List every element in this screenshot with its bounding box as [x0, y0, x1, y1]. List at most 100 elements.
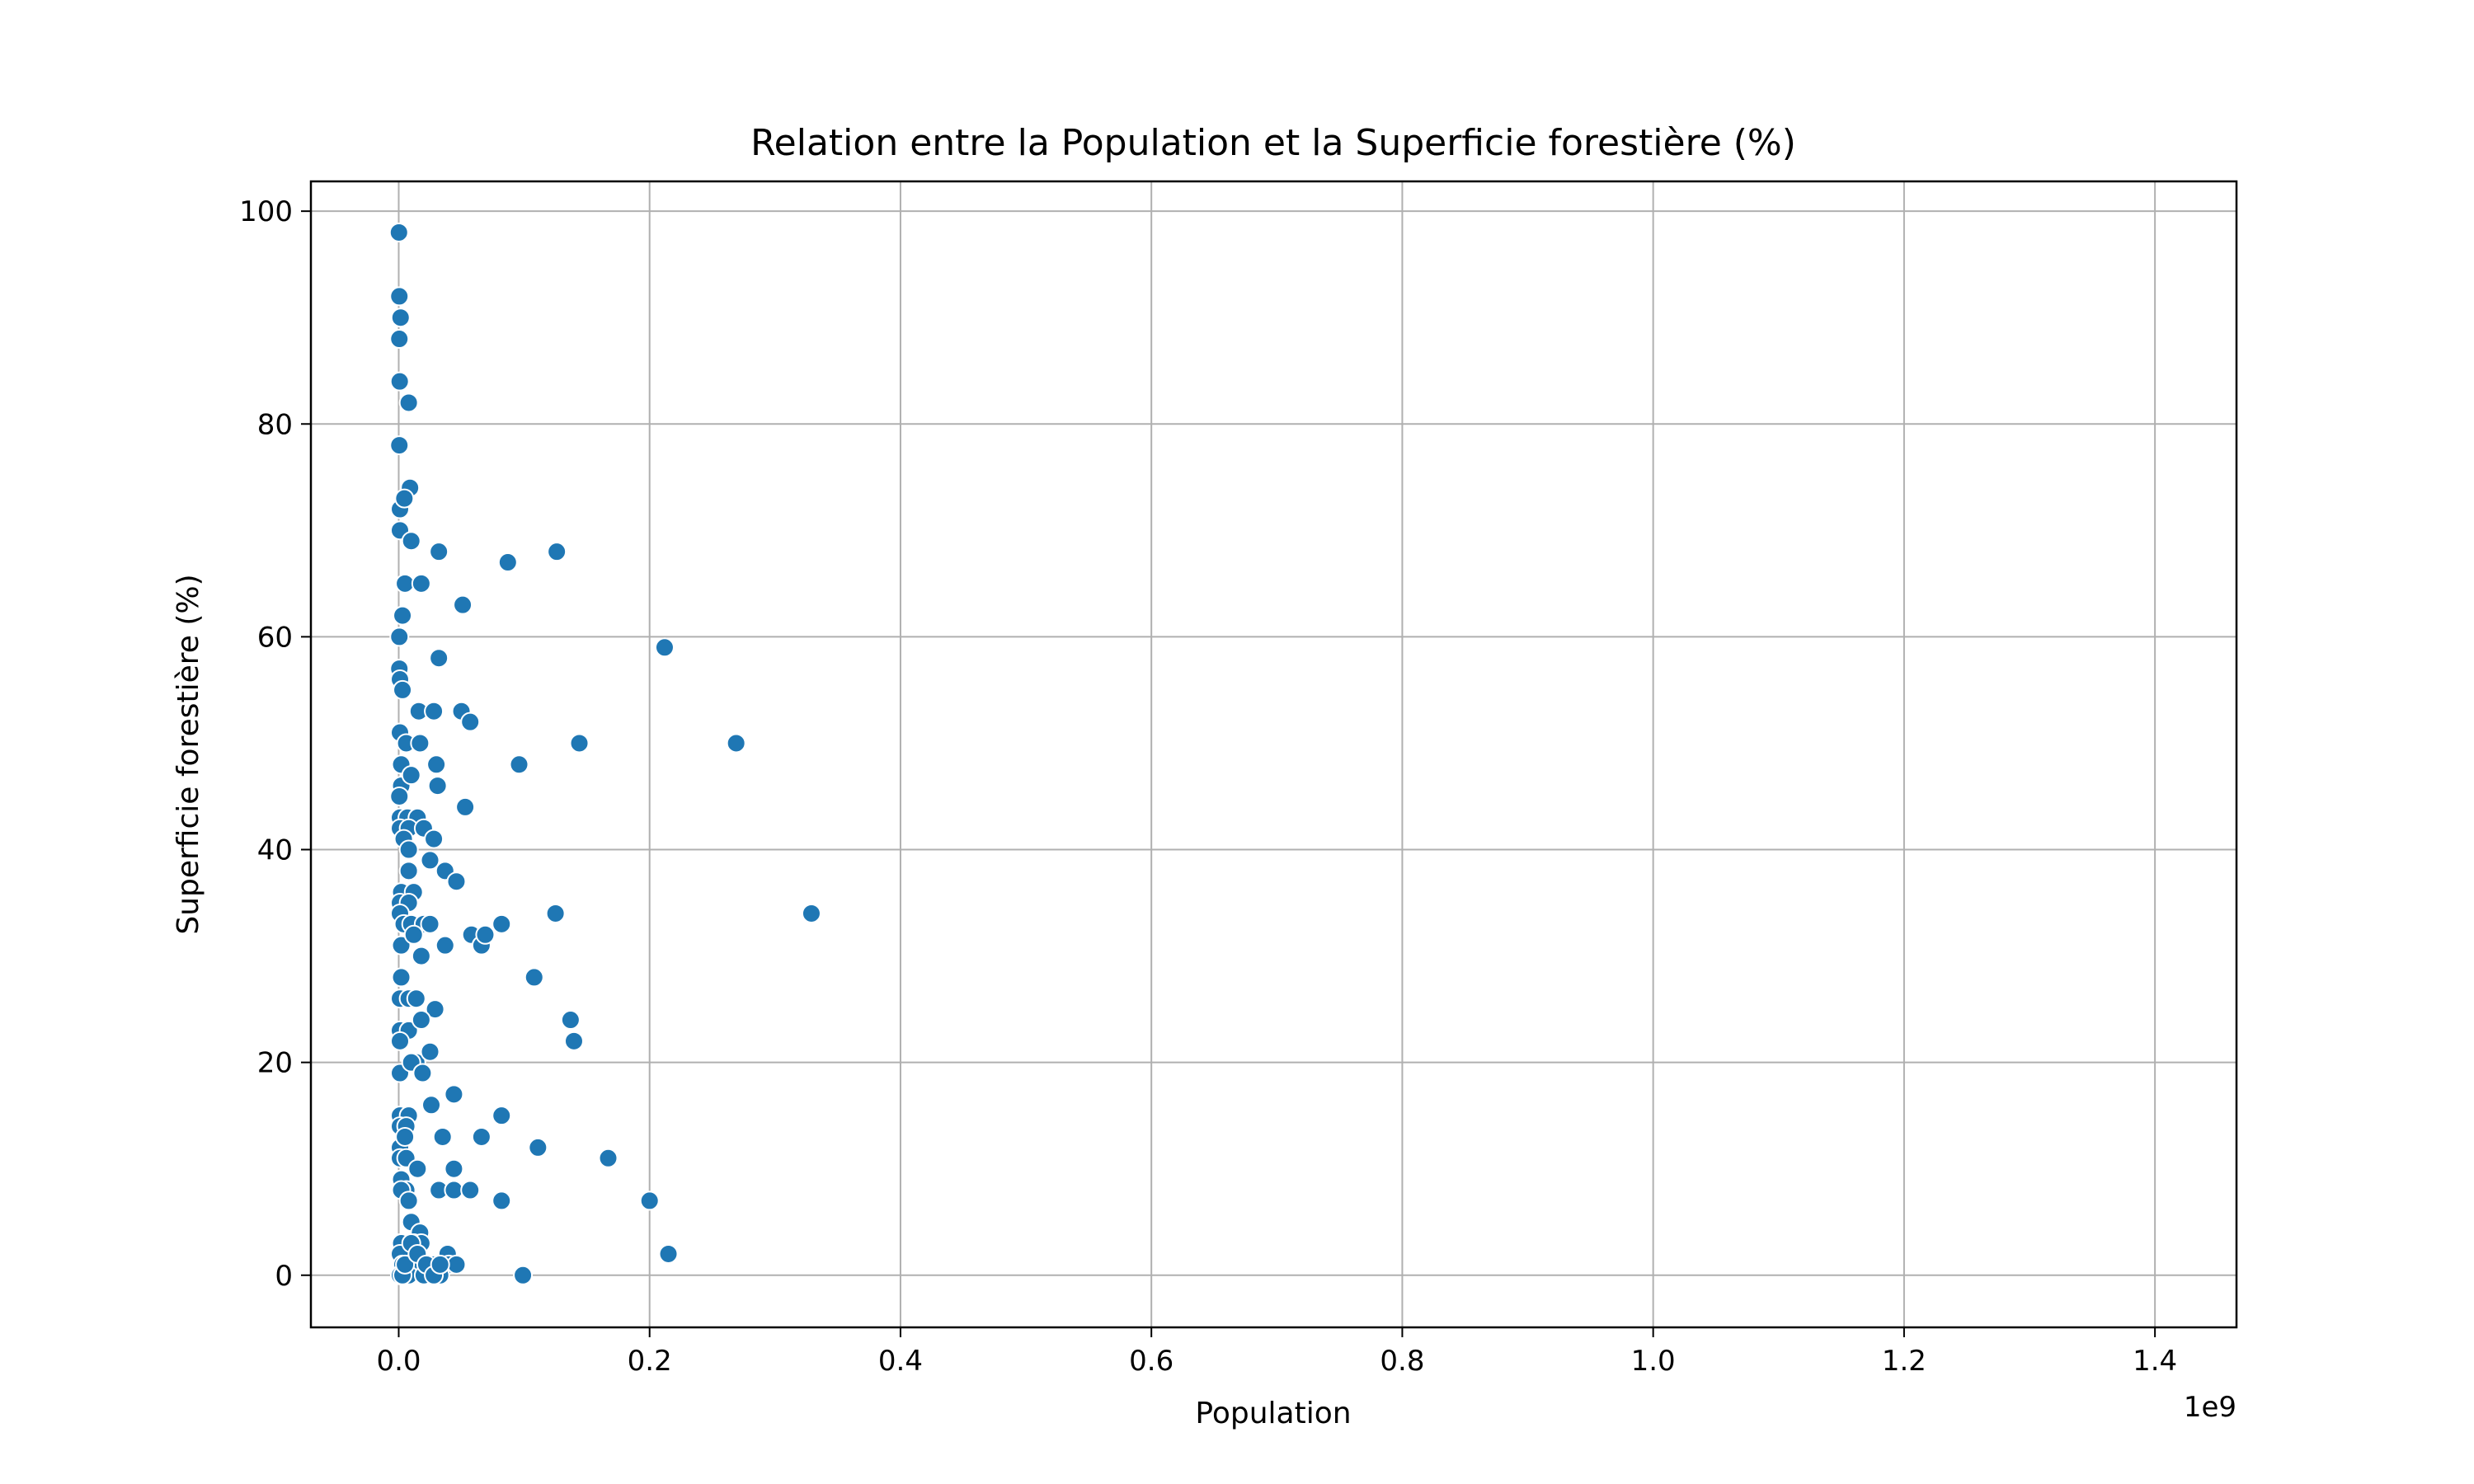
scatter-point: [398, 861, 419, 881]
x-tick-label: 0.0: [376, 1345, 421, 1378]
scatter-point: [528, 1137, 548, 1158]
plot-frame: [309, 180, 2238, 1329]
scatter-point: [395, 1126, 416, 1147]
scatter-point: [389, 329, 410, 350]
x-tick-label: 0.2: [628, 1345, 672, 1378]
scatter-point: [492, 1190, 512, 1211]
scatter-point: [389, 371, 410, 392]
scatter-point: [393, 679, 413, 700]
scatter-point: [394, 488, 415, 509]
scatter-point: [492, 1106, 512, 1126]
scatter-point: [398, 392, 419, 413]
scatter-point: [395, 573, 416, 594]
scatter-point: [435, 935, 455, 956]
scatter-point: [460, 711, 481, 732]
scatter-point: [412, 1063, 433, 1083]
scatter-point: [401, 765, 421, 786]
scatter-point: [420, 1041, 440, 1062]
scatter-point: [427, 776, 448, 796]
scatter-point: [406, 989, 426, 1009]
scatter-point: [411, 946, 431, 966]
scatter-point: [444, 1180, 464, 1200]
y-axis: 0 20 40 60 80 100: [239, 195, 311, 1293]
scatter-point: [509, 754, 529, 775]
x-tick-label: 0.8: [1380, 1345, 1424, 1378]
scatter-point: [497, 552, 518, 573]
x-tick-label: 1.2: [1882, 1345, 1926, 1378]
grid: [311, 181, 2236, 1327]
scatter-point: [389, 286, 410, 307]
scatter-point: [429, 648, 449, 669]
y-tick-label: 20: [257, 1047, 293, 1080]
scatter-point: [726, 733, 746, 754]
scatter-point: [391, 935, 412, 956]
x-tick-label: 0.6: [1129, 1345, 1174, 1378]
scatter-point: [545, 903, 566, 923]
scatter-point: [398, 839, 419, 860]
plot-area: [311, 181, 2236, 1327]
scatter-point: [390, 1031, 411, 1051]
y-tick-label: 80: [257, 408, 293, 441]
scatter-point: [598, 1148, 618, 1168]
scatter-point: [391, 967, 412, 988]
scatter-point: [455, 796, 476, 817]
data-points: [388, 222, 821, 1285]
x-axis-label: Population: [1195, 1397, 1351, 1430]
scatter-point: [411, 573, 431, 594]
scatter-point: [393, 605, 413, 626]
x-axis: 0.0 0.2 0.4 0.6 0.8 1.0 1.2 1.4: [376, 1327, 2177, 1378]
scatter-point: [513, 1265, 534, 1285]
scatter-point: [475, 924, 496, 945]
scatter-point: [453, 594, 473, 615]
scatter-point: [407, 1158, 428, 1179]
scatter-point: [426, 754, 447, 775]
scatter-point: [801, 903, 821, 923]
scatter-point: [639, 1190, 660, 1211]
x-tick-label: 0.4: [878, 1345, 923, 1378]
scatter-point: [390, 308, 411, 328]
scatter-point: [432, 1126, 453, 1147]
y-axis-label: Superficie forestière (%): [172, 574, 205, 934]
y-tick-label: 100: [239, 195, 293, 228]
scatter-point: [420, 850, 440, 871]
scatter-point: [563, 1031, 584, 1051]
x-tick-label: 1.0: [1631, 1345, 1676, 1378]
scatter-point: [547, 542, 567, 562]
scatter-point: [430, 1254, 450, 1275]
scatter-point: [569, 733, 590, 754]
scatter-point: [560, 1010, 581, 1031]
scatter-point: [389, 435, 410, 456]
scatter-point: [424, 829, 444, 849]
scatter-point: [420, 913, 440, 934]
scatter-point: [421, 1095, 442, 1115]
scatter-point: [460, 1180, 481, 1200]
scatter-point: [444, 1158, 464, 1179]
scatter-point: [524, 967, 544, 988]
chart-title: Relation entre la Population et la Super…: [750, 122, 1796, 164]
scatter-point: [398, 1190, 419, 1211]
scatter-point: [388, 222, 409, 242]
scatter-point: [401, 531, 421, 552]
scatter-point: [658, 1243, 679, 1264]
scatter-point: [654, 637, 675, 658]
scatter-point: [389, 786, 410, 806]
scatter-point: [395, 1254, 416, 1275]
scatter-point: [429, 542, 449, 562]
scatter-point: [410, 733, 430, 754]
y-tick-label: 0: [275, 1260, 293, 1293]
scatter-point: [446, 1254, 467, 1275]
scatter-point: [389, 627, 410, 647]
scatter-point: [446, 871, 467, 892]
x-axis-scale-label: 1e9: [2184, 1391, 2236, 1424]
scatter-point: [471, 1126, 492, 1147]
scatter-point: [424, 701, 444, 721]
scatter-point: [444, 1084, 464, 1105]
scatter-point: [403, 924, 424, 945]
x-tick-label: 1.4: [2133, 1345, 2177, 1378]
y-tick-label: 60: [257, 621, 293, 654]
y-tick-label: 40: [257, 834, 293, 867]
scatter-point: [425, 999, 445, 1020]
scatter-point: [411, 1010, 431, 1031]
scatter-point: [492, 913, 512, 934]
